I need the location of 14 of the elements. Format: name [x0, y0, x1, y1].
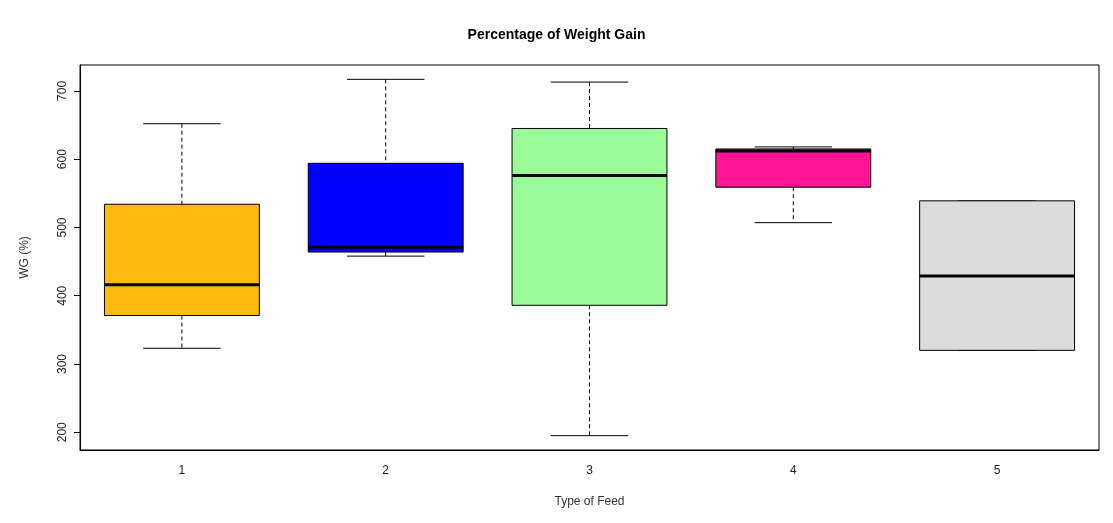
y-tick-label: 700: [55, 80, 69, 101]
y-tick-label: 200: [55, 421, 69, 443]
y-tick-label: 500: [55, 217, 69, 238]
x-axis-title: Type of Feed: [554, 494, 625, 508]
chart-title: Percentage of Weight Gain: [467, 26, 646, 42]
y-tick-label: 300: [55, 353, 69, 375]
x-tick-label: 1: [178, 463, 186, 477]
y-tick-label: 400: [55, 285, 69, 306]
x-tick-label: 4: [789, 463, 797, 477]
y-tick-label: 600: [55, 148, 69, 170]
x-tick-label: 3: [586, 463, 594, 477]
x-tick-label: 5: [993, 463, 1001, 477]
x-tick-label: 2: [382, 463, 390, 477]
y-axis-title: WG (%): [17, 236, 31, 279]
